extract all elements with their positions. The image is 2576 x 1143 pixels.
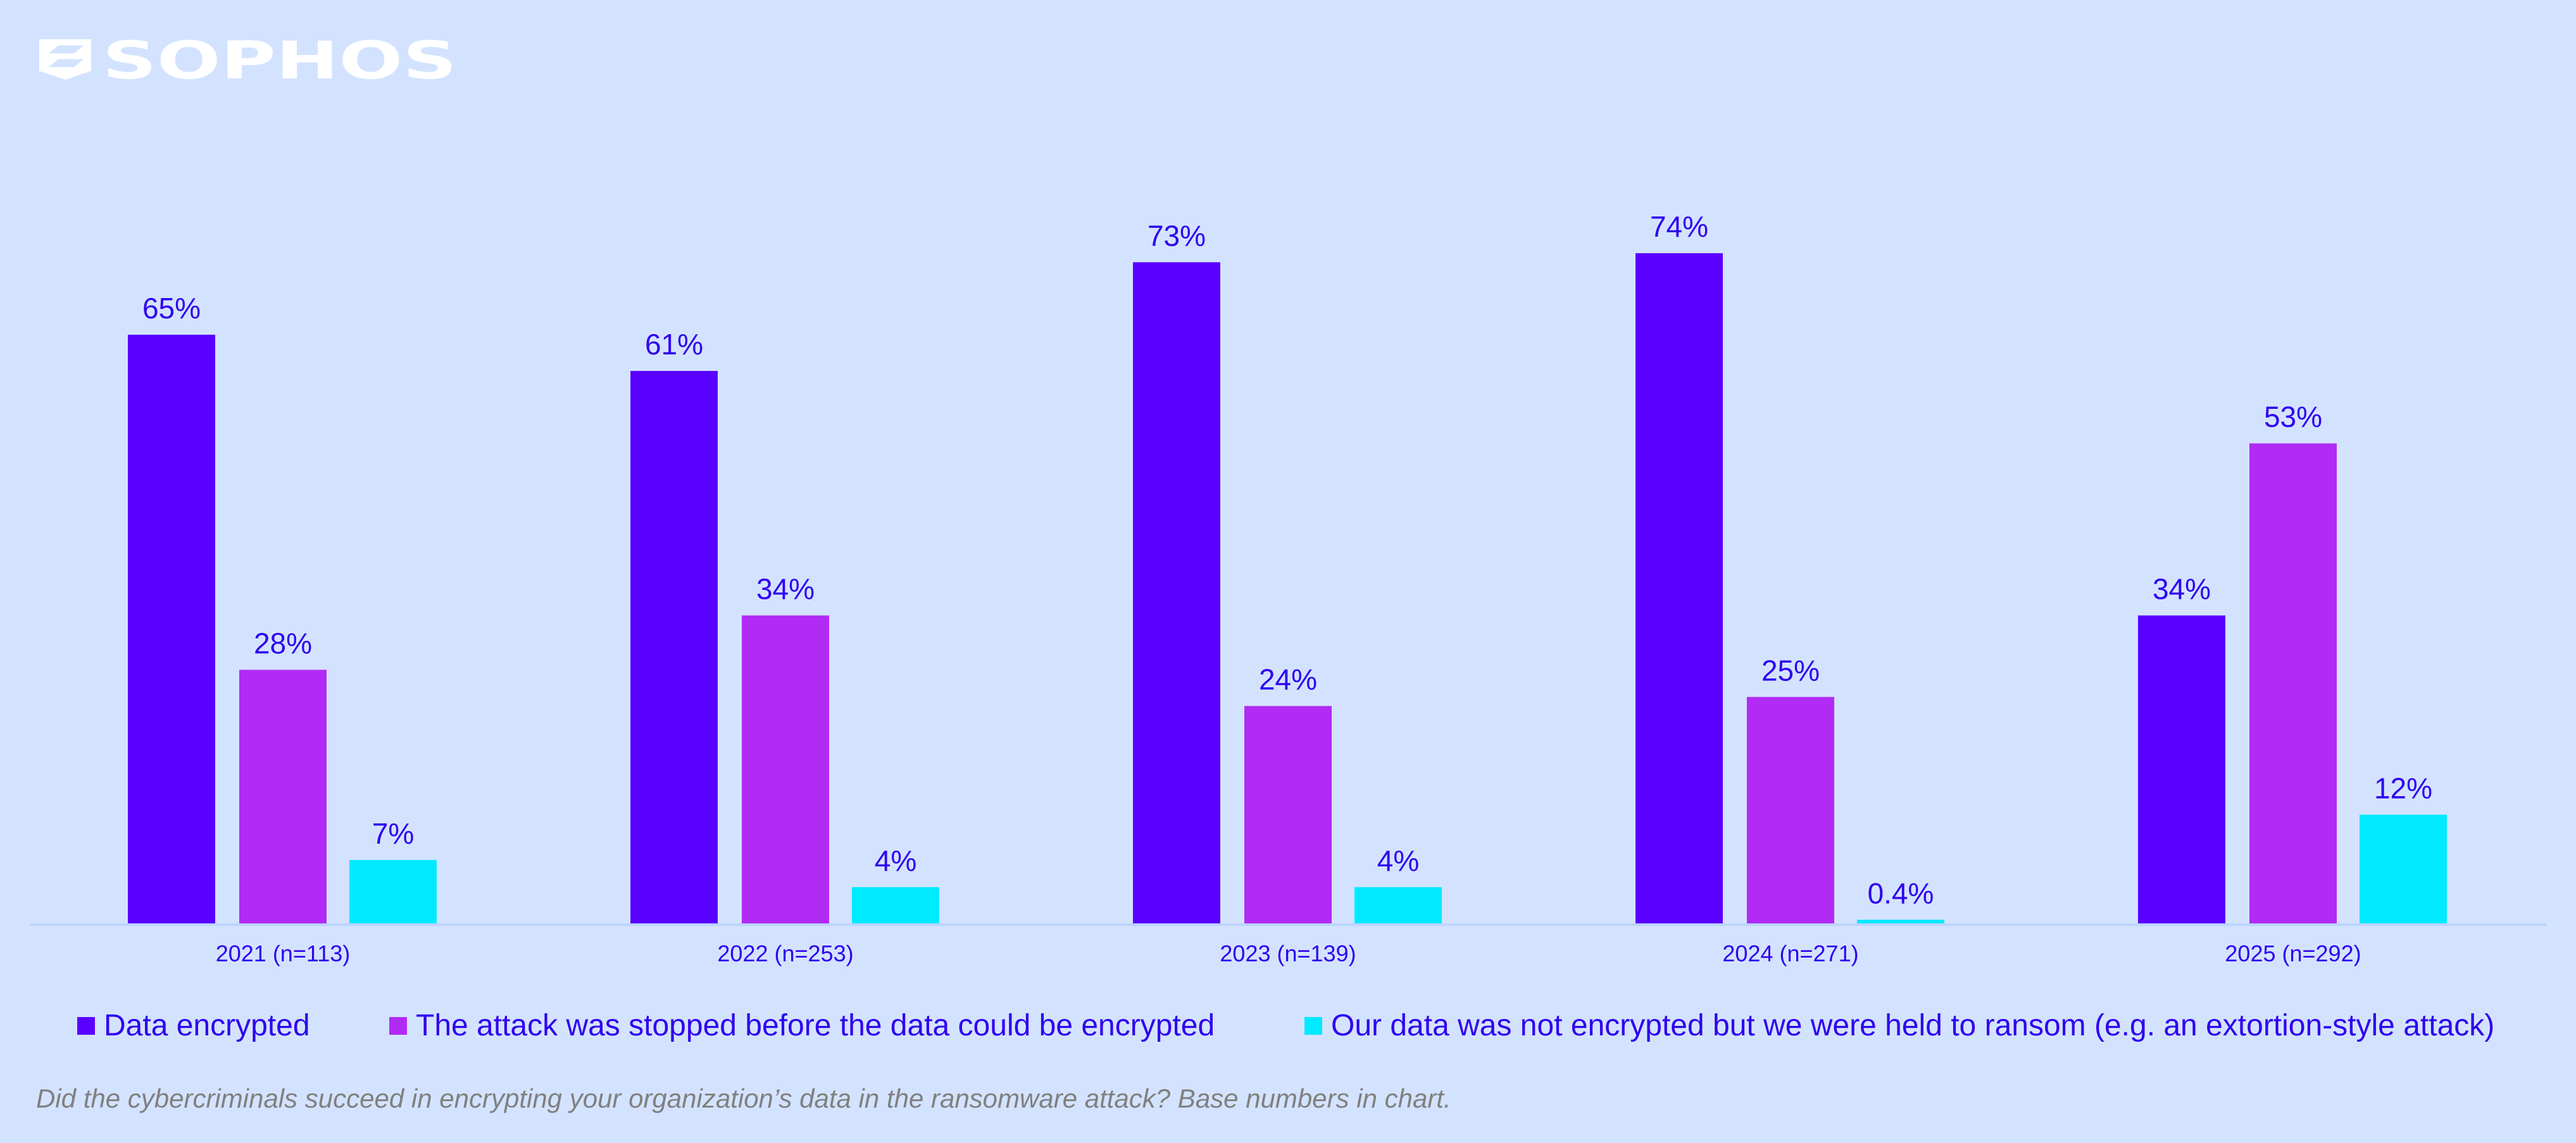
footnote: Did the cybercriminals succeed in encryp…: [36, 1084, 1451, 1113]
data-label: 4%: [1377, 844, 1419, 877]
legend-item-data-encrypted: Data encrypted: [77, 1008, 310, 1043]
bar: [349, 859, 437, 923]
data-label: 7%: [372, 817, 414, 850]
sophos-logo: SOPHOS: [39, 39, 457, 80]
data-label: 28%: [254, 627, 312, 659]
bar: [1244, 706, 1332, 923]
bar: [2138, 615, 2225, 923]
data-label: 74%: [1650, 210, 1708, 243]
data-label: 25%: [1761, 654, 1820, 687]
legend-swatch: [1304, 1016, 1322, 1035]
bar: [630, 371, 718, 923]
legend-swatch: [389, 1016, 407, 1035]
x-tick-label: 2025 (n=292): [2225, 940, 2361, 966]
bar: [2249, 443, 2337, 923]
data-label: 0.4%: [1868, 877, 1934, 909]
x-tick-label: 2021 (n=113): [216, 940, 351, 966]
data-label: 34%: [756, 572, 815, 605]
data-label: 73%: [1147, 219, 1206, 252]
x-tick-label: 2023 (n=139): [1220, 940, 1356, 966]
bar: [1635, 253, 1723, 923]
legend-label: Our data was not encrypted but we were h…: [1331, 1009, 2495, 1042]
bar: [1747, 697, 1834, 923]
legend-item-attack-stopped: The attack was stopped before the data c…: [389, 1008, 1215, 1043]
data-label: 34%: [2153, 572, 2211, 605]
bar: [742, 615, 829, 923]
bar: [1133, 262, 1220, 923]
data-label: 12%: [2374, 771, 2432, 804]
bar: [128, 334, 215, 923]
data-label: 4%: [875, 844, 916, 877]
svg-text:SOPHOS: SOPHOS: [103, 39, 457, 80]
data-label: 61%: [645, 328, 703, 361]
bar: [239, 670, 327, 923]
data-label: 65%: [142, 292, 201, 325]
x-tick-label: 2022 (n=253): [717, 940, 853, 966]
legend-swatch: [77, 1016, 95, 1035]
data-label: 24%: [1259, 663, 1317, 696]
legend-item-held-to-ransom: Our data was not encrypted but we were h…: [1304, 1008, 2494, 1043]
legend-label: Data encrypted: [104, 1009, 310, 1042]
chart-legend: Data encrypted The attack was stopped be…: [0, 1008, 2576, 1046]
bar: [1857, 920, 1944, 923]
bar: [2360, 815, 2447, 923]
x-tick-label: 2024 (n=271): [1722, 940, 1858, 966]
bar: [852, 887, 939, 923]
bar: [1354, 887, 1442, 923]
data-label: 53%: [2264, 401, 2322, 434]
legend-label: The attack was stopped before the data c…: [416, 1009, 1215, 1042]
